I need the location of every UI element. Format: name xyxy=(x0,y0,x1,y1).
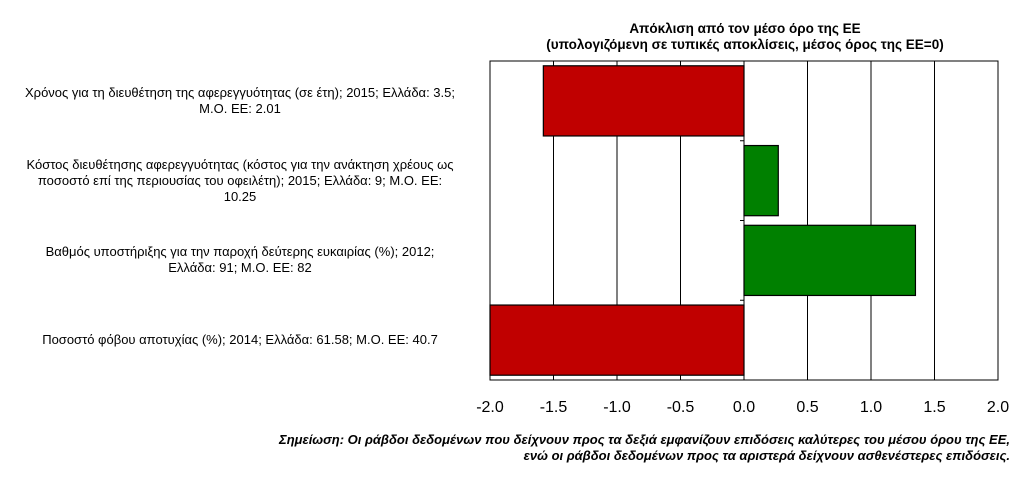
chart-note-line-1: Σημείωση: Οι ράβδοι δεδομένων που δείχνο… xyxy=(279,432,1010,447)
bar xyxy=(743,224,917,297)
x-tick-label: 1.0 xyxy=(860,399,882,416)
x-tick-label: -0.5 xyxy=(667,399,695,416)
category-label-line: ποσοστό επί της περιουσίας του οφειλέτη)… xyxy=(37,172,443,188)
chart-title: Απόκλιση από τον μέσο όρο της ΕΕ xyxy=(629,21,861,36)
chart-subtitle: (υπολογιζόμενη σε τυπικές αποκλίσεις, μέ… xyxy=(546,37,944,52)
plot-area: -2.0 -1.5 -1.0 -0.5 0.0 0.5 1.0 1.5 2.0 xyxy=(476,60,1009,416)
category-label: Βαθμός υποστήριξης για την παροχή δεύτερ… xyxy=(0,244,490,276)
bar xyxy=(489,304,745,376)
x-tick-label: 0.0 xyxy=(733,399,755,416)
category-label: Ποσοστό φόβου αποτυχίας (%); 2014; Ελλάδ… xyxy=(0,332,490,348)
bar xyxy=(542,65,745,137)
bar xyxy=(743,144,779,217)
x-tick-label: -1.0 xyxy=(603,399,631,416)
category-label-line: Χρόνος για τη διευθέτηση της αφερεγγυότη… xyxy=(25,84,455,100)
x-tick-label: 1.5 xyxy=(923,399,945,416)
category-label-line: 10.25 xyxy=(223,188,257,204)
chart-note-line-2: ενώ οι ράβδοι δεδομένων προς τα αριστερά… xyxy=(523,448,1010,463)
x-tick-label: -1.5 xyxy=(540,399,568,416)
category-label-line: Βαθμός υποστήριξης για την παροχή δεύτερ… xyxy=(45,244,435,260)
category-label: Κόστος διευθέτησης αφερεγγυότητας (κόστο… xyxy=(0,157,490,205)
category-label-line: Ποσοστό φόβου αποτυχίας (%); 2014; Ελλάδ… xyxy=(42,332,438,348)
category-label-line: Μ.Ο. ΕΕ: 2.01 xyxy=(199,100,281,116)
x-tick-label: -2.0 xyxy=(476,399,504,416)
x-tick-label: 2.0 xyxy=(987,399,1009,416)
category-label-line: Ελλάδα: 91; Μ.Ο. ΕΕ: 82 xyxy=(168,260,312,276)
x-tick-label: 0.5 xyxy=(796,399,818,416)
category-label: Χρόνος για τη διευθέτηση της αφερεγγυότη… xyxy=(0,85,490,117)
category-label-line: Κόστος διευθέτησης αφερεγγυότητας (κόστο… xyxy=(26,156,454,172)
